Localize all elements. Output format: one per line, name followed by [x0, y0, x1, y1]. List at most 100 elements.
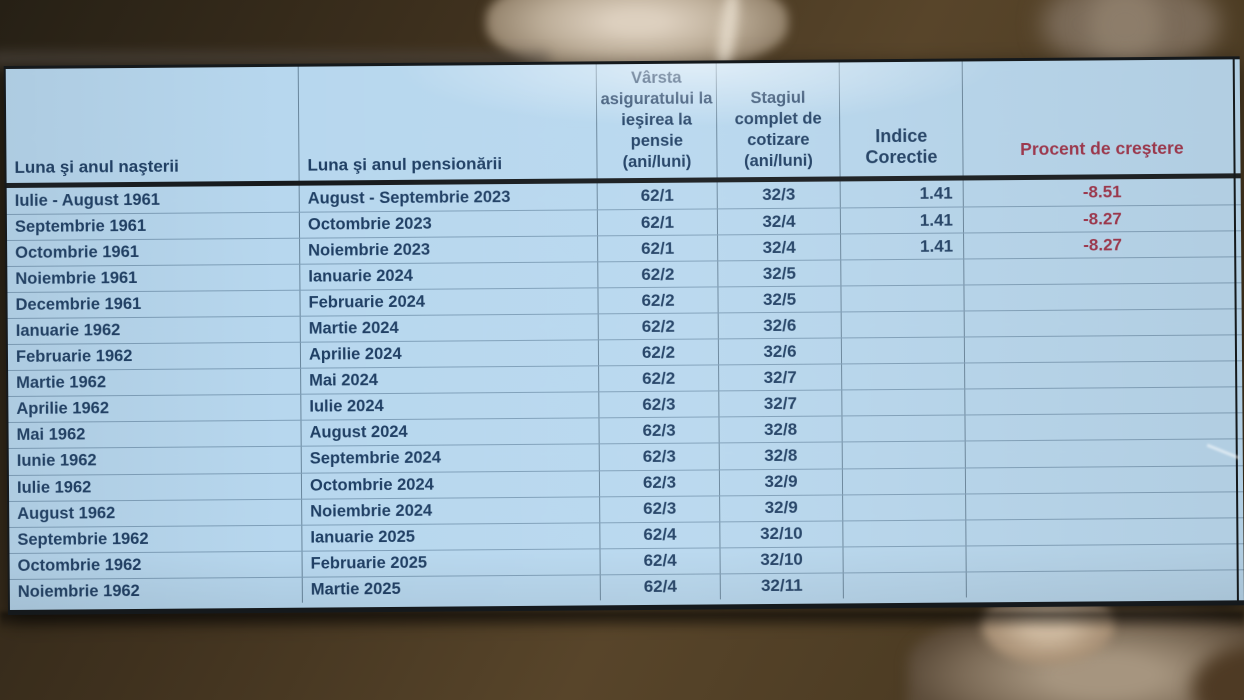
cell-correction-index: [841, 467, 966, 495]
cell-growth-percent: [963, 283, 1242, 311]
cell-contribution-period: 32/3: [716, 181, 840, 209]
cell-retirement-month: Septembrie 2024: [300, 444, 599, 473]
cell-growth-percent: [964, 361, 1243, 389]
cell-correction-index: [840, 311, 964, 338]
cell-retirement-age: 62/4: [599, 548, 720, 575]
cell-retirement-age: 62/3: [598, 469, 720, 496]
table-drop-shadow: [0, 612, 1244, 630]
cell-retirement-age: 62/2: [597, 287, 718, 314]
cell-birth-month: Februarie 1962: [15, 347, 133, 367]
cell-correction-index: [841, 415, 965, 442]
header-label: Procent de creştere: [1020, 137, 1184, 160]
cell-birth-month: Octombrie 1961: [15, 243, 140, 263]
cell-retirement-month: Mai 2024: [300, 366, 599, 395]
cell-growth-percent: [964, 413, 1243, 441]
cell-retirement-age: 62/3: [598, 391, 719, 418]
cell-retirement-age: 62/3: [599, 495, 720, 522]
cell-correction-index: [841, 441, 965, 468]
cell-growth-percent: [965, 543, 1244, 572]
cell-contribution-period: 32/8: [718, 416, 842, 443]
cell-contribution-period: 32/6: [717, 338, 842, 365]
cell-correction-index: [842, 546, 966, 573]
cell-contribution-period: 32/5: [717, 286, 841, 313]
cell-growth-percent: -8.27: [962, 205, 1242, 233]
cell-birth-month: Iunie 1962: [16, 451, 97, 471]
cell-retirement-month: August 2024: [300, 418, 599, 447]
cell-birth-month: Noiembrie 1961: [15, 269, 138, 289]
cell-contribution-period: 32/4: [717, 234, 841, 261]
cell-retirement-age: 62/2: [598, 365, 719, 392]
cell-correction-index: [842, 520, 966, 547]
cell-birth-month: Septembrie 1961: [14, 216, 147, 236]
cell-retirement-age: 62/1: [597, 235, 718, 262]
cell-growth-percent: [965, 569, 1244, 598]
cell-retirement-month: Ianuarie 2024: [299, 262, 598, 290]
cell-birth-month: August 1962: [17, 503, 116, 523]
cell-growth-percent: [965, 491, 1244, 520]
cell-retirement-month: Martie 2024: [299, 314, 598, 342]
cell-birth-month: Octombrie 1962: [17, 555, 142, 575]
cell-retirement-age: 62/2: [597, 339, 719, 366]
cell-birth-month: Aprilie 1962: [16, 399, 110, 419]
header-birth-month: Luna şi anul naşterii: [6, 67, 299, 183]
cell-correction-index: [841, 389, 965, 416]
cell-retirement-age: 62/3: [598, 417, 719, 444]
cell-contribution-period: 32/7: [718, 390, 842, 417]
header-label: Vârsta asiguratului la ieşirea la pensie…: [600, 68, 713, 172]
cell-birth-month: Noiembrie 1962: [17, 581, 140, 601]
cell-correction-index: 1.41: [839, 207, 964, 234]
cell-growth-percent: [963, 335, 1243, 363]
header-label: Luna şi anul pensionării: [307, 154, 503, 175]
cell-birth-month: Iulie - August 1961: [14, 190, 160, 210]
cell-growth-percent: -8.51: [962, 178, 1241, 207]
cell-correction-index: [841, 363, 965, 390]
cell-birth-month: Martie 1962: [16, 373, 107, 393]
header-label: Indice Corectie: [865, 125, 938, 168]
cell-retirement-month: Octombrie 2023: [298, 210, 598, 238]
cell-correction-index: [840, 285, 964, 312]
cell-retirement-age: 62/4: [599, 574, 720, 601]
header-correction-index: Indice Corectie: [838, 61, 963, 177]
cell-growth-percent: [965, 517, 1244, 546]
cell-birth-month: Iulie 1962: [16, 477, 92, 497]
header-growth-percent: Procent de creştere: [961, 59, 1241, 176]
cell-retirement-month: Octombrie 2024: [300, 470, 600, 499]
header-retirement-month: Luna şi anul pensionării: [297, 64, 597, 181]
pension-table: Luna şi anul naşterii Luna şi anul pensi…: [3, 56, 1244, 615]
cell-retirement-month: Februarie 2024: [299, 288, 598, 316]
cell-growth-percent: [964, 465, 1244, 494]
cell-growth-percent: [963, 309, 1242, 337]
cell-retirement-month: Noiembrie 2024: [301, 496, 600, 525]
cell-correction-index: 1.41: [839, 180, 963, 208]
cell-retirement-age: 62/4: [599, 522, 720, 549]
cell-growth-percent: [964, 439, 1243, 467]
cell-retirement-age: 62/1: [596, 209, 718, 236]
header-label: Stagiul complet de cotizare (ani/luni): [734, 88, 822, 171]
cell-retirement-month: Iulie 2024: [300, 392, 599, 421]
cell-retirement-age: 62/3: [598, 443, 719, 470]
cell-contribution-period: 32/5: [717, 260, 841, 287]
cell-correction-index: [842, 494, 966, 521]
cell-retirement-month: August - Septembrie 2023: [298, 183, 597, 212]
header-retirement-age: Vârsta asiguratului la ieşirea la pensie…: [595, 63, 717, 179]
cell-growth-percent: [964, 387, 1243, 415]
cell-correction-index: 1.41: [840, 233, 964, 260]
cell-contribution-period: 32/10: [719, 547, 843, 574]
cell-retirement-age: 62/2: [597, 313, 718, 340]
cell-retirement-month: Ianuarie 2025: [301, 522, 600, 551]
cell-correction-index: [840, 259, 964, 286]
cell-contribution-period: 32/6: [717, 312, 841, 339]
header-contribution-period: Stagiul complet de cotizare (ani/luni): [715, 62, 840, 178]
background-blur-top-right-core: [1088, 0, 1162, 62]
cell-birth-month: Ianuarie 1962: [15, 321, 121, 341]
cell-birth-month: Septembrie 1962: [17, 529, 149, 549]
cell-contribution-period: 32/10: [719, 521, 843, 548]
cell-birth-month: Mai 1962: [16, 425, 86, 445]
cell-contribution-period: 32/11: [719, 573, 843, 600]
cell-contribution-period: 32/7: [718, 364, 842, 391]
cell-contribution-period: 32/9: [719, 495, 843, 522]
cell-retirement-month: Februarie 2025: [301, 549, 600, 577]
cell-correction-index: [842, 572, 966, 599]
cell-retirement-month: Noiembrie 2023: [299, 236, 598, 264]
